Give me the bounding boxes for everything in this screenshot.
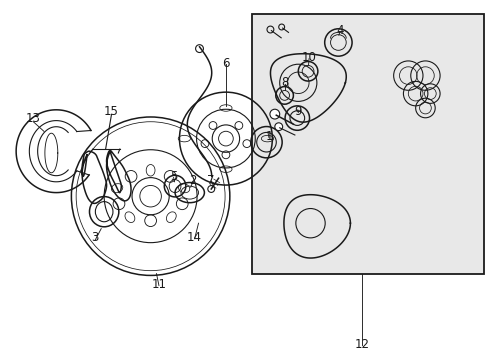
- Text: 6: 6: [222, 57, 229, 69]
- Text: 13: 13: [26, 112, 41, 125]
- Text: 2: 2: [189, 174, 197, 186]
- Text: 5: 5: [169, 170, 177, 183]
- Bar: [251, 14, 483, 274]
- Text: 12: 12: [354, 338, 368, 351]
- Text: 11: 11: [151, 278, 166, 291]
- Circle shape: [269, 109, 279, 119]
- Circle shape: [207, 185, 214, 193]
- Text: 8: 8: [280, 76, 288, 89]
- Text: 1: 1: [264, 130, 272, 143]
- Text: 4: 4: [335, 24, 343, 37]
- Text: 9: 9: [294, 105, 302, 118]
- Text: 7: 7: [207, 174, 215, 186]
- Text: 3: 3: [91, 231, 99, 244]
- Text: 14: 14: [187, 231, 202, 244]
- Circle shape: [274, 123, 282, 131]
- Text: 10: 10: [301, 51, 316, 64]
- Text: 15: 15: [104, 105, 119, 118]
